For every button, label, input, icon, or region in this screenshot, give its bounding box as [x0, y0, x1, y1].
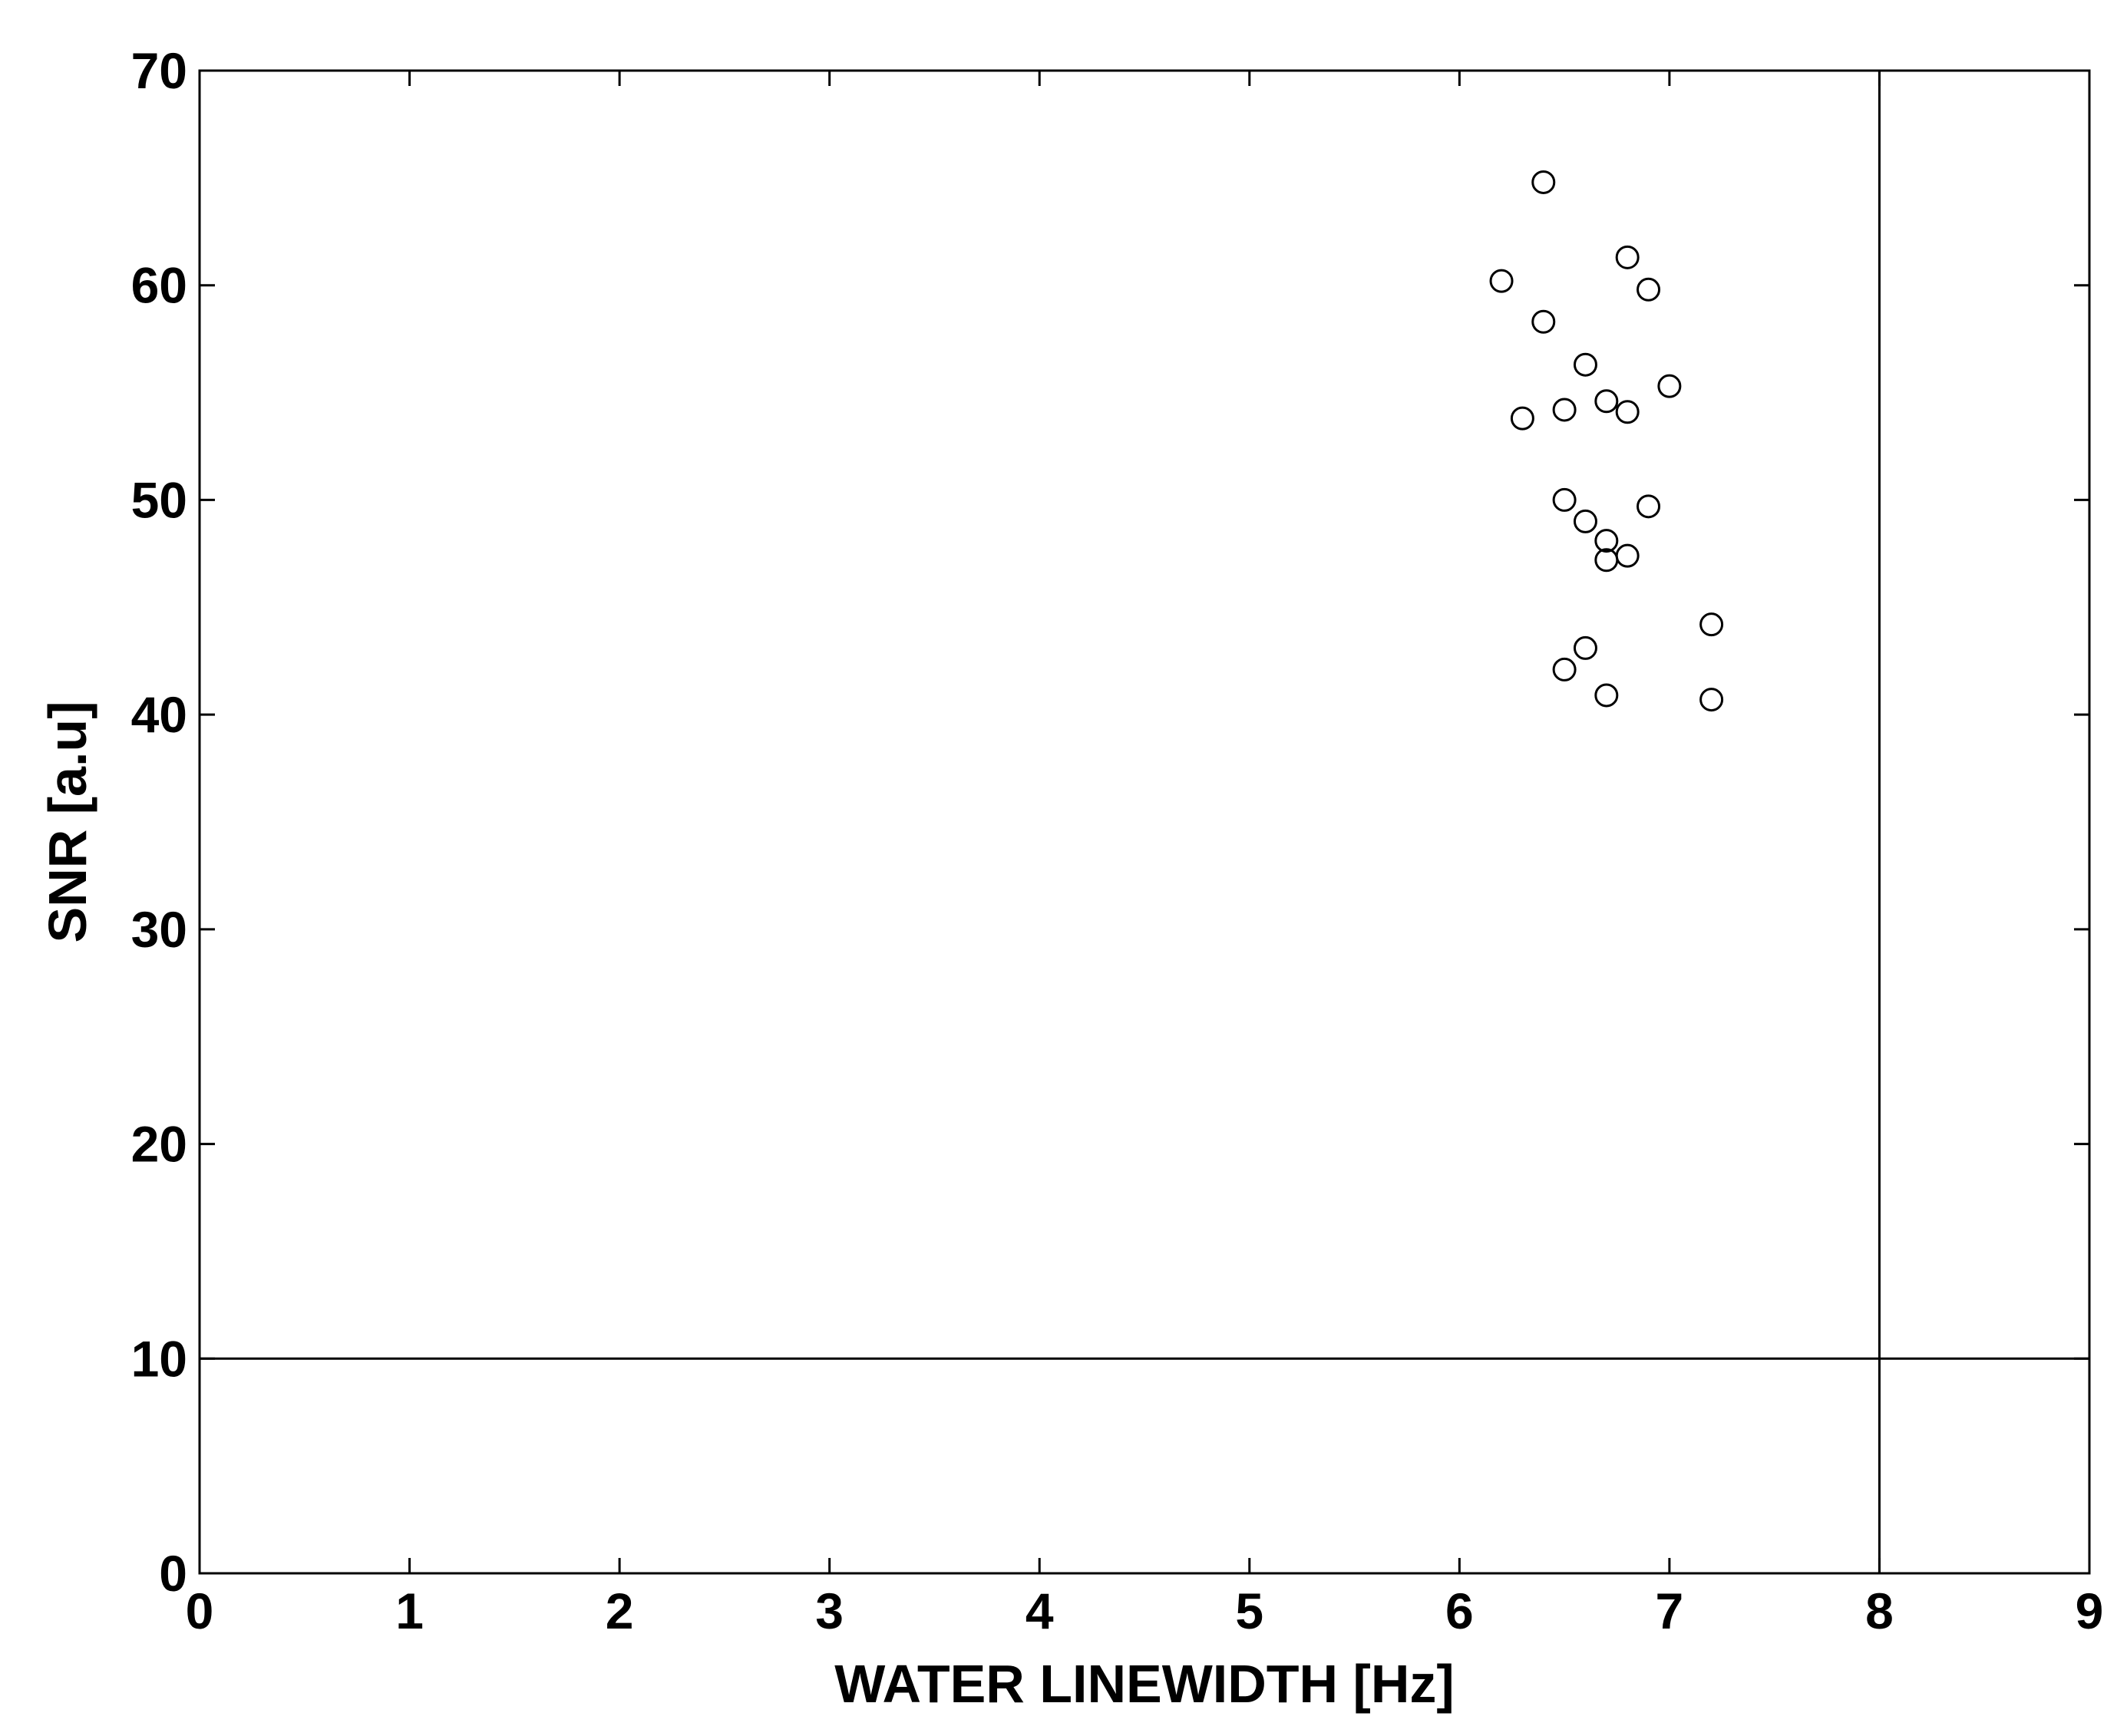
data-point [1594, 389, 1619, 414]
data-point [1637, 277, 1661, 302]
data-point [1552, 487, 1577, 512]
x-tick-label: 3 [815, 1583, 844, 1639]
y-tick-label: 30 [131, 901, 187, 958]
data-point [1657, 374, 1682, 398]
data-point [1637, 494, 1661, 519]
data-point [1573, 635, 1597, 660]
data-point [1699, 612, 1724, 637]
data-point [1531, 170, 1556, 194]
x-tick-label: 4 [1026, 1583, 1054, 1639]
data-point [1552, 657, 1577, 682]
x-tick-label: 0 [186, 1583, 214, 1639]
data-point [1699, 688, 1724, 712]
data-point [1573, 509, 1597, 533]
x-tick-label: 9 [2076, 1583, 2104, 1639]
x-tick-label: 6 [1445, 1583, 1474, 1639]
data-point [1594, 529, 1619, 553]
data-point [1594, 548, 1619, 573]
data-point [1615, 400, 1640, 424]
data-point [1552, 398, 1577, 422]
x-tick-label: 5 [1235, 1583, 1263, 1639]
plot-area-frame [198, 69, 2091, 1575]
x-tick-label: 1 [395, 1583, 424, 1639]
data-point [1573, 352, 1597, 377]
x-axis-tick-labels: 0 1 2 3 4 5 6 7 8 9 [186, 1583, 2104, 1639]
y-tick-label: 20 [131, 1116, 187, 1173]
data-point [1594, 683, 1619, 708]
x-tick-label: 2 [606, 1583, 634, 1639]
data-point [1615, 245, 1640, 269]
y-tick-label: 0 [159, 1545, 187, 1602]
data-point [1489, 269, 1514, 293]
x-tick-label: 8 [1865, 1583, 1894, 1639]
data-point [1531, 309, 1556, 334]
y-tick-label: 60 [131, 257, 187, 314]
reference-lines [200, 71, 2089, 1573]
y-axis-title: SNR [a.u] [38, 701, 97, 943]
y-tick-label: 40 [131, 686, 187, 743]
x-tick-label: 7 [1656, 1583, 1684, 1639]
y-tick-label: 10 [131, 1330, 187, 1387]
data-point [1510, 406, 1534, 431]
axis-ticks [198, 69, 2091, 1575]
y-axis-tick-labels: 0 10 20 30 40 50 60 70 [131, 42, 187, 1602]
x-axis-title: WATER LINEWIDTH [Hz] [834, 1654, 1454, 1714]
data-points [1489, 170, 1724, 712]
y-tick-label: 70 [131, 42, 187, 99]
y-tick-label: 50 [131, 471, 187, 528]
